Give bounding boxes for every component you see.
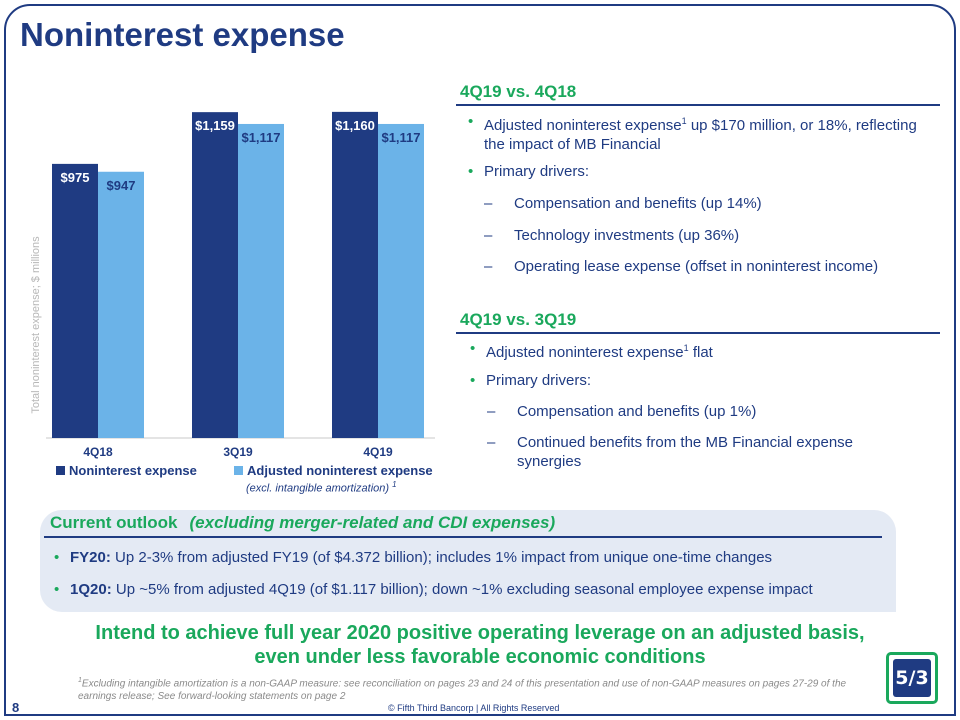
fifth-third-logo: 5/3 [886,652,938,704]
bar-value-label: $975 [61,170,90,185]
logo-mark: 5/3 [893,659,931,697]
legend-swatch-noninterest [56,466,65,475]
x-tick-label: 3Q19 [223,445,253,459]
copyright: © Fifth Third Bancorp | All Rights Reser… [388,703,560,713]
bar-adjusted-4q18 [98,171,144,438]
bar-chart: Total noninterest expense; $ millions $9… [30,95,440,500]
bar-value-label: $1,160 [335,118,375,133]
legend-label-noninterest: Noninterest expense [69,463,197,478]
dash-item: – Operating lease expense (offset in noni… [484,258,879,275]
outlook-rule [44,536,882,538]
bullet-primary-drivers: • Primary drivers: [470,372,592,389]
bar-adjusted-4q19 [378,123,424,439]
bullet-dot: • [470,340,476,357]
bullet-adjusted-expense-yoy: • Adjusted noninterest expense1 up $170 m… [468,113,917,153]
chart-svg: $975 $947 4Q18 $1,159 $1,117 3Q19 $1,160 $1,117… [46,111,435,459]
dash-item: – Compensation and benefits (up 14%) [484,195,762,212]
section-heading-4q19-vs-4q18: 4Q19 vs. 4Q18 [460,82,577,101]
section-rule [456,332,940,334]
legend-label-adjusted: Adjusted noninterest expense [247,463,433,478]
slide-frame [4,4,956,716]
bar-value-label: $1,117 [241,130,280,145]
bar-noninterest-4q18 [52,163,98,438]
legend-item-noninterest: Noninterest expense [56,463,197,478]
x-tick-label: 4Q19 [363,445,393,459]
dash-item: – Continued benefits from the MB Financia… [487,434,854,470]
page-title: Noninterest expense [20,16,345,53]
dash-item: – Compensation and benefits (up 1%) [487,403,757,420]
legend-swatch-adjusted [234,466,243,475]
outlook-item-1q20: • 1Q20: Up ~5% from adjusted 4Q19 (of $1.… [54,581,813,598]
bullet-dot: • [468,163,474,180]
dash-item: – Technology investments (up 36%) [484,227,740,244]
section-rule [456,104,940,106]
bullet-adjusted-expense-qoq: • Adjusted noninterest expense1 flat [470,340,713,361]
bar-adjusted-3q19 [238,123,284,439]
legend-item-adjusted: Adjusted noninterest expense [234,463,433,478]
bar-noninterest-3q19 [192,112,238,439]
outlook-heading: Current outlook (excluding merger-related… [50,513,556,532]
outlook-box: Current outlook (excluding merger-related… [40,510,896,612]
bullet-dot: • [470,372,476,389]
legend-note: (excl. intangible amortization) 1 [246,480,397,495]
section-heading-4q19-vs-3q19: 4Q19 vs. 3Q19 [460,310,577,329]
bar-value-label: $947 [107,178,136,193]
outlook-item-fy20: • FY20: Up 2-3% from adjusted FY19 (of $4… [54,549,773,566]
footnote: 1Excluding intangible amortization is a … [78,677,847,703]
bar-value-label: $1,117 [381,130,420,145]
bullet-primary-drivers: • Primary drivers: [468,163,590,180]
x-tick-label: 4Q18 [83,445,113,459]
headline: Intend to achieve full year 2020 positiv… [95,622,865,668]
bar-value-label: $1,159 [195,118,235,133]
bar-noninterest-4q19 [332,111,378,439]
bullet-dot: • [468,113,474,130]
page-number: 8 [12,700,20,715]
